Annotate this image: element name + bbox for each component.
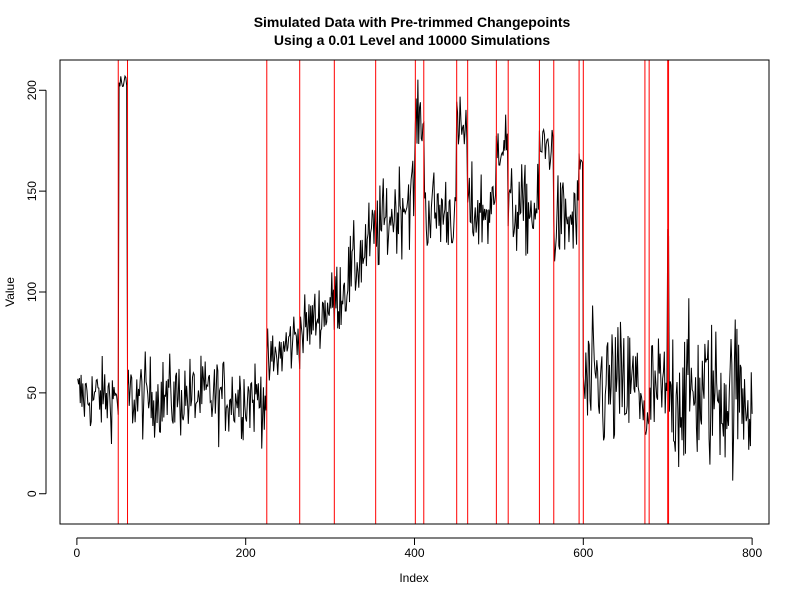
x-tick-label: 400 [404, 546, 424, 560]
x-tick-label: 600 [573, 546, 593, 560]
chart-title: Simulated Data with Pre-trimmed Changepo… [254, 14, 571, 30]
x-tick-label: 200 [236, 546, 256, 560]
y-tick-label: 0 [25, 490, 39, 497]
y-tick-label: 150 [25, 181, 39, 201]
y-tick-label: 200 [25, 80, 39, 100]
y-axis-label: Value [3, 277, 17, 307]
plot-frame [59, 59, 770, 525]
x-tick-label: 800 [742, 546, 762, 560]
x-axis-label: Index [399, 571, 428, 585]
y-tick-label: 50 [25, 386, 39, 400]
axes: 0 200 400 600 800 0 50 100 150 200 [25, 80, 762, 560]
y-tick-label: 100 [25, 282, 39, 302]
chart-subtitle: Using a 0.01 Level and 10000 Simulations [274, 32, 550, 48]
x-tick-label: 0 [74, 546, 81, 560]
changepoint-lines [117, 60, 670, 524]
